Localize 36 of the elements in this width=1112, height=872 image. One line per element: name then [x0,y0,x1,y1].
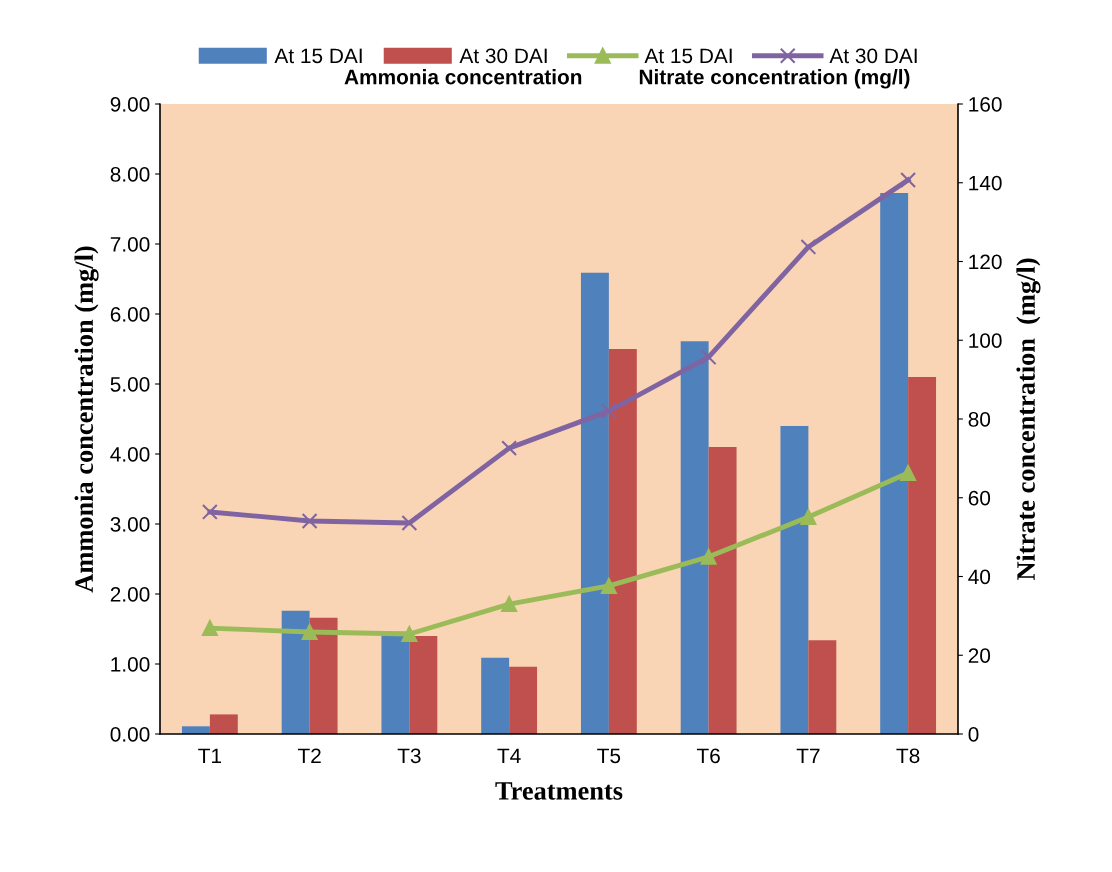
y2-tick-label: 140 [969,175,1002,191]
y2-tick-label: 160 [969,97,1002,112]
y-tick-label: 6.00 [110,307,150,322]
x-tick-label: T5 [597,748,621,764]
x-tick-label: T3 [397,748,421,764]
x-tick-label: T8 [896,748,920,764]
legend-label: At 15 DAI [644,48,732,64]
y-axis-title: Ammonia concentration (mg/l) [74,246,99,593]
x-tick-label: T1 [198,748,222,763]
y2-tick-label: 40 [968,569,991,585]
y2-tick-label: 60 [968,490,991,506]
x-tick-label: T7 [796,748,820,763]
y2-tick-label: 100 [969,333,1002,348]
x-axis-title: Treatments [495,782,623,800]
legend-label: At 15 DAI [274,48,362,64]
y-tick-label: 4.00 [110,447,150,462]
text: Ammonia concentration [344,69,582,85]
y2-tick-label: 80 [968,412,991,427]
y-tick-label: 9.00 [110,97,150,112]
y-tick-label: 0.00 [110,727,150,742]
y-tick-label: 2.00 [110,587,150,602]
text: Nitrate concentration (mg/l) [639,69,910,89]
legend-label: At 30 DAI [459,48,547,64]
y-tick-label: 5.00 [110,377,150,392]
y2-tick-label: 20 [968,648,991,663]
y-tick-label: 8.00 [110,167,150,182]
x-tick-label: T6 [696,748,720,764]
y2-tick-label: 120 [969,254,1002,270]
legend-label: At 30 DAI [829,48,917,64]
y-tick-label: 1.00 [111,657,150,672]
y-tick-label: 3.00 [110,517,150,532]
y2-axis-title: Nitrate concentration (mg/l) [1016,258,1041,581]
x-tick-label: T4 [497,748,521,763]
y-tick-label: 7.00 [110,237,150,252]
x-tick-label: T2 [297,748,321,763]
y2-tick-label: 0 [968,727,979,742]
